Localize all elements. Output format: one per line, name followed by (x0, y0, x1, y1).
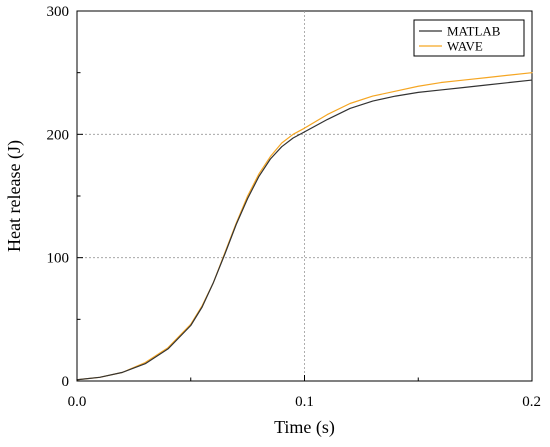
y-tick-label: 0 (62, 374, 70, 390)
y-tick-label: 100 (47, 251, 70, 267)
x-tick-label: 0.0 (68, 394, 87, 410)
y-tick-label: 200 (47, 127, 70, 143)
x-tick-label: 0.2 (522, 394, 541, 410)
legend-label-matlab: MATLAB (447, 24, 501, 39)
legend-box (413, 19, 525, 57)
grid-lines (77, 11, 532, 381)
series-line-wave (76, 72, 533, 381)
legend: MATLAB WAVE (413, 19, 525, 57)
axis-ticks: 0 100 200 300 0.0 0.1 0.2 (47, 4, 542, 410)
x-axis-title: Time (s) (274, 417, 335, 438)
series-lines (76, 72, 533, 381)
y-tick-label: 300 (47, 4, 70, 20)
y-axis-title: Heat release (J) (4, 140, 25, 252)
x-tick-label: 0.1 (295, 394, 314, 410)
series-line-matlab (76, 79, 533, 381)
legend-label-wave: WAVE (447, 39, 483, 54)
